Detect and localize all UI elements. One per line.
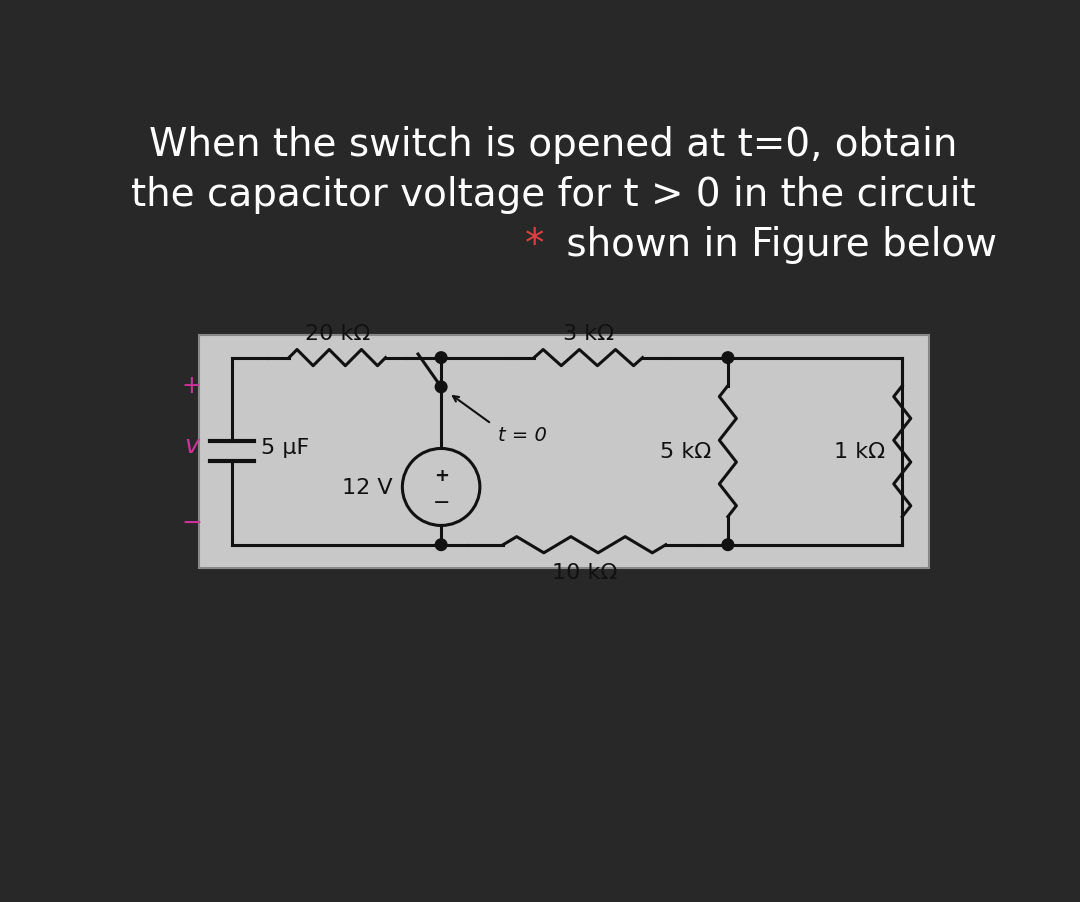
Text: −: − [432, 492, 450, 513]
Circle shape [723, 353, 733, 364]
Text: 1 kΩ: 1 kΩ [834, 442, 886, 462]
Text: the capacitor voltage for t > 0 in the circuit: the capacitor voltage for t > 0 in the c… [131, 176, 976, 214]
Circle shape [435, 353, 447, 364]
Circle shape [435, 382, 447, 393]
Circle shape [435, 539, 447, 551]
Text: +: + [434, 466, 448, 484]
Text: 5 kΩ: 5 kΩ [660, 442, 711, 462]
Text: 20 kΩ: 20 kΩ [305, 324, 370, 344]
Text: 10 kΩ: 10 kΩ [552, 562, 617, 582]
Text: −: − [181, 510, 202, 534]
Text: shown in Figure below: shown in Figure below [554, 226, 997, 264]
Text: +: + [181, 373, 202, 397]
Text: *: * [525, 226, 544, 264]
Text: 3 kΩ: 3 kΩ [563, 324, 613, 344]
Text: 5 μF: 5 μF [261, 437, 310, 458]
Text: v: v [185, 434, 199, 457]
FancyBboxPatch shape [199, 336, 930, 568]
Text: When the switch is opened at t=0, obtain: When the switch is opened at t=0, obtain [149, 126, 958, 164]
Text: 12 V: 12 V [342, 477, 393, 497]
Circle shape [723, 539, 733, 551]
Text: t = 0: t = 0 [498, 426, 546, 445]
